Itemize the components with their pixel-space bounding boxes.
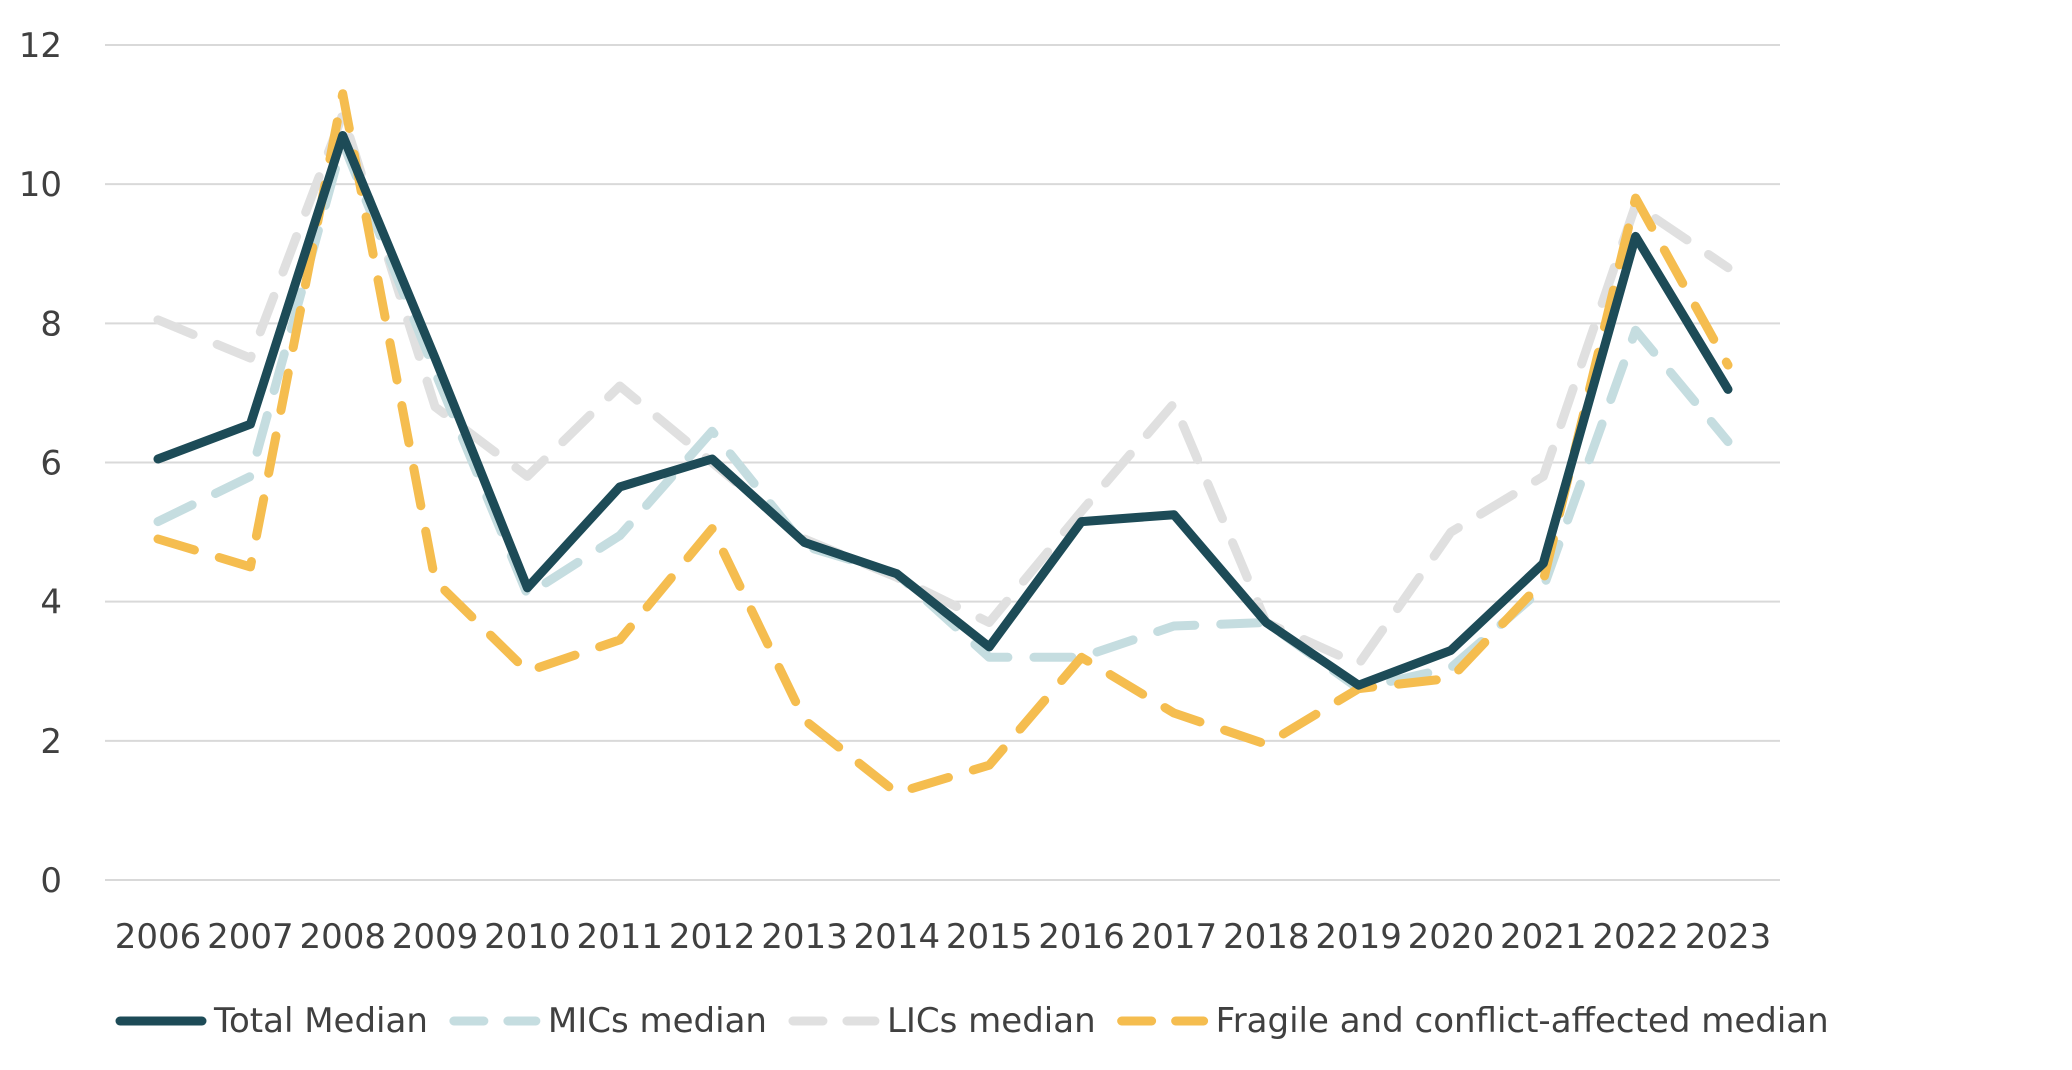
series-line-fragile	[153, 89, 1733, 798]
x-tick-label: 2015	[946, 917, 1033, 957]
x-tick-label: 2021	[1500, 917, 1587, 957]
x-tick-label: 2022	[1592, 917, 1679, 957]
series-lines	[153, 89, 1733, 798]
x-tick-label: 2012	[669, 917, 756, 957]
x-tick-label: 2007	[207, 917, 294, 957]
y-tick-label: 12	[19, 26, 62, 66]
y-axis-ticks: 0 2 4 6 8 10 12	[19, 26, 62, 901]
legend-label-lics: LICs median	[887, 1001, 1096, 1041]
x-tick-label: 2014	[854, 917, 941, 957]
x-tick-label: 2010	[484, 917, 571, 957]
y-tick-label: 8	[40, 304, 62, 344]
y-tick-label: 2	[40, 722, 62, 762]
legend-label-mics: MICs median	[548, 1001, 767, 1041]
x-tick-label: 2016	[1038, 917, 1125, 957]
y-tick-label: 4	[40, 583, 62, 623]
x-tick-label: 2019	[1315, 917, 1402, 957]
y-tick-label: 6	[40, 444, 62, 484]
x-tick-label: 2017	[1131, 917, 1218, 957]
x-tick-label: 2011	[576, 917, 663, 957]
y-tick-label: 0	[40, 861, 62, 901]
y-tick-label: 10	[19, 165, 62, 205]
series-line-total	[153, 131, 1733, 690]
x-tick-label: 2020	[1408, 917, 1495, 957]
legend: Total Median MICs median LICs median Fragil…	[115, 1001, 1829, 1041]
series-line-lics	[153, 110, 1733, 669]
x-tick-label: 2009	[392, 917, 479, 957]
x-tick-label: 2018	[1223, 917, 1310, 957]
x-tick-label: 2023	[1685, 917, 1772, 957]
x-tick-label: 2006	[115, 917, 202, 957]
x-tick-label: 2013	[761, 917, 848, 957]
legend-label-total: Total Median	[213, 1001, 428, 1041]
x-axis-ticks: 2006 2007 2008 2009 2010 2011 2012 2013 2014 2015…	[115, 917, 1772, 957]
x-tick-label: 2008	[299, 917, 386, 957]
legend-label-fragile: Fragile and conflict-affected median	[1216, 1001, 1829, 1041]
